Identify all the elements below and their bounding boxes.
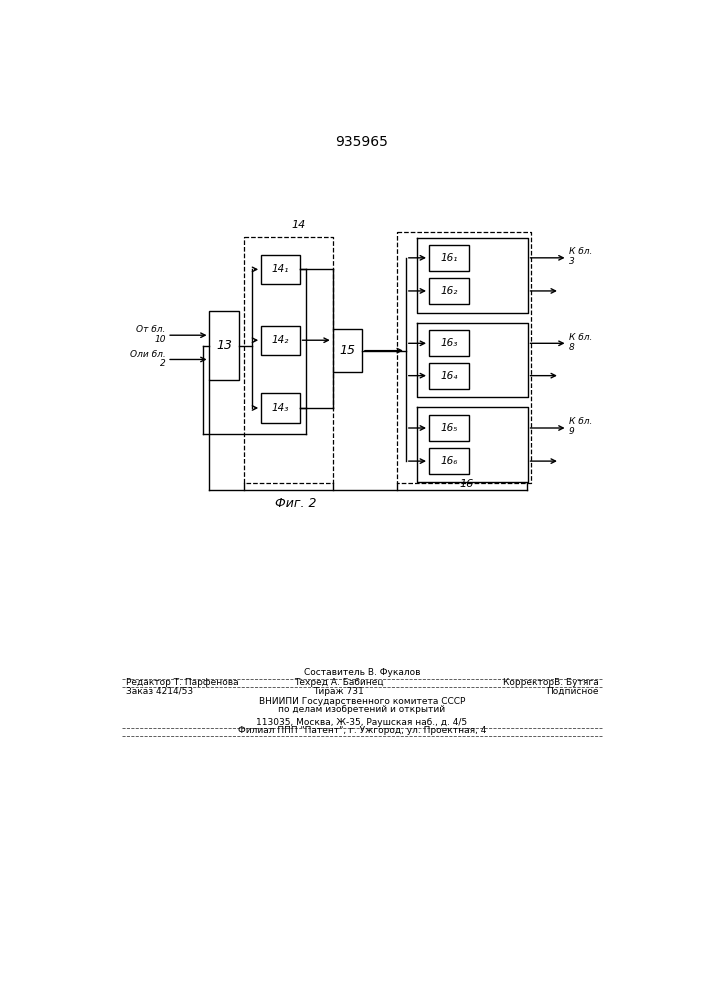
Text: От бл.: От бл. <box>136 325 165 334</box>
Text: КорректорВ. Бутяга: КорректорВ. Бутяга <box>503 678 598 687</box>
Text: 113035, Москва, Ж-35, Раушская наб., д. 4/5: 113035, Москва, Ж-35, Раушская наб., д. … <box>257 718 467 727</box>
Bar <box>333 329 362 372</box>
Bar <box>429 330 469 356</box>
Text: Фиг. 2: Фиг. 2 <box>275 497 317 510</box>
Bar <box>429 415 469 441</box>
Text: Заказ 4214/53: Заказ 4214/53 <box>127 687 194 696</box>
Bar <box>261 255 300 284</box>
Text: 16₅: 16₅ <box>440 423 457 433</box>
Text: Филиал ППП "Патент", г. Ужгород, ул. Проектная, 4: Филиал ППП "Патент", г. Ужгород, ул. Про… <box>238 726 486 735</box>
Text: ВНИИПИ Государственного комитета СССР: ВНИИПИ Государственного комитета СССР <box>259 697 465 706</box>
Text: Оли бл.: Оли бл. <box>130 350 165 359</box>
Text: 2: 2 <box>160 359 165 368</box>
Text: 9: 9 <box>569 427 575 436</box>
Text: 13: 13 <box>216 339 232 352</box>
Text: 16₂: 16₂ <box>440 286 457 296</box>
Text: 16₄: 16₄ <box>440 371 457 381</box>
Bar <box>429 448 469 474</box>
Text: 14₃: 14₃ <box>271 403 289 413</box>
Text: 16₁: 16₁ <box>440 253 457 263</box>
Bar <box>429 245 469 271</box>
Text: Редактор Т. Парфенова: Редактор Т. Парфенова <box>127 678 239 687</box>
Text: К бл.: К бл. <box>569 333 592 342</box>
Bar <box>209 311 239 380</box>
Text: 16₆: 16₆ <box>440 456 457 466</box>
Text: К бл.: К бл. <box>569 417 592 426</box>
Bar <box>429 278 469 304</box>
Bar <box>261 393 300 423</box>
Text: 935965: 935965 <box>336 135 388 149</box>
Bar <box>261 326 300 355</box>
Text: 16₃: 16₃ <box>440 338 457 348</box>
Text: Тираж 731: Тираж 731 <box>313 687 364 696</box>
Text: 10: 10 <box>154 335 165 344</box>
Text: 14₁: 14₁ <box>271 264 289 274</box>
Text: 8: 8 <box>569 343 575 352</box>
Text: 3: 3 <box>569 257 575 266</box>
Text: 16: 16 <box>459 479 474 489</box>
Text: К бл.: К бл. <box>569 247 592 256</box>
Bar <box>429 363 469 389</box>
Text: Техред А. Бабинец: Техред А. Бабинец <box>294 678 384 687</box>
Text: 14₂: 14₂ <box>271 335 289 345</box>
Text: 15: 15 <box>339 344 356 357</box>
Text: 14: 14 <box>292 220 306 230</box>
Text: по делам изобретений и открытий: по делам изобретений и открытий <box>279 705 445 714</box>
Text: Подписное: Подписное <box>546 687 598 696</box>
Text: Составитель В. Фукалов: Составитель В. Фукалов <box>304 668 420 677</box>
